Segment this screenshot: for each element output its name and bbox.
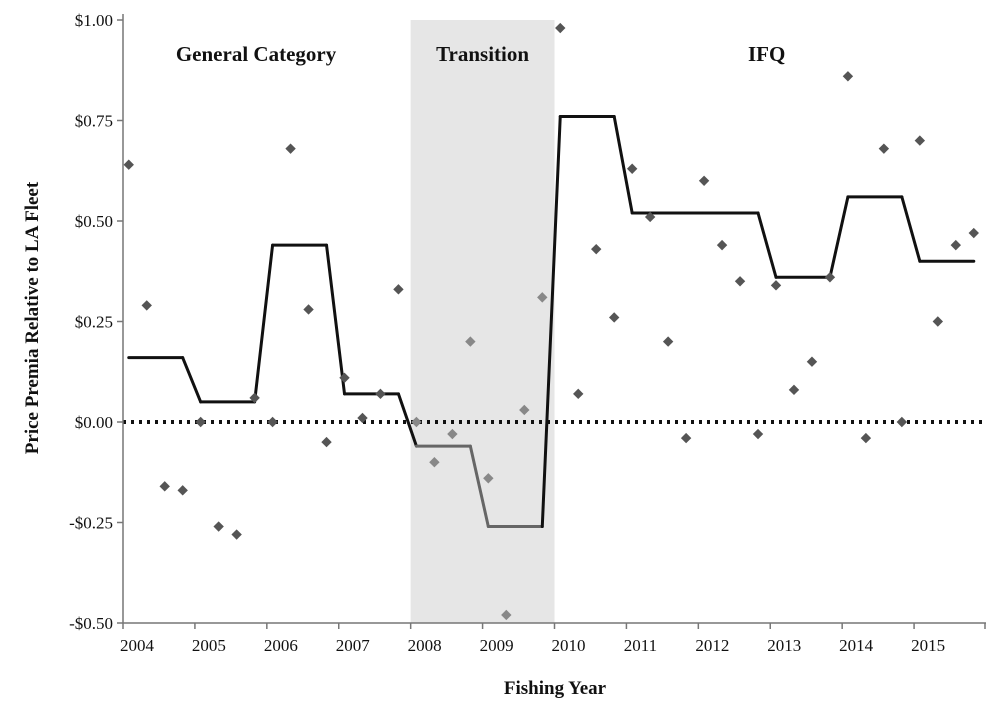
data-point-diamond (842, 71, 854, 82)
step-line-segment (396, 392, 418, 448)
data-point-diamond (375, 388, 386, 400)
data-point-diamond (195, 416, 206, 428)
y-tick-label: $0.25 (75, 313, 113, 332)
data-point-diamond (123, 159, 134, 170)
data-point-diamond (698, 175, 710, 186)
x-tick-label: 2010 (552, 636, 586, 655)
axes-layer: -$0.50 -$0.25 $0.00 $0.25 $0.50 $0.75 $1.00 200… (69, 11, 986, 655)
data-point-diamond (878, 143, 890, 154)
data-point-diamond (806, 356, 818, 367)
data-point-diamond (249, 392, 260, 404)
x-tick-label: 2006 (264, 636, 298, 655)
y-tick-label: -$0.25 (69, 514, 113, 533)
data-point-diamond (321, 436, 332, 448)
x-tick-label: 2005 (192, 636, 226, 655)
y-tick-label: $0.75 (75, 112, 113, 131)
data-point-diamond (573, 388, 584, 400)
labels-layer: General Category Transition IFQ (176, 42, 785, 66)
region-label: IFQ (748, 42, 785, 66)
data-point-diamond (357, 412, 368, 424)
y-tick-label: -$0.50 (69, 614, 113, 633)
data-point-diamond (411, 416, 422, 428)
data-point-diamond (824, 272, 836, 283)
data-point-diamond (177, 485, 188, 496)
step-line-segment (540, 114, 562, 529)
data-point-diamond (339, 372, 350, 383)
data-point-diamond (537, 292, 548, 303)
data-point-diamond (716, 239, 728, 251)
y-tick-label: $0.50 (75, 212, 113, 231)
data-point-diamond (914, 135, 926, 146)
region-label: General Category (176, 42, 337, 66)
x-tick-label: 2007 (336, 636, 371, 655)
x-tick-label: 2015 (911, 636, 945, 655)
y-axis-title: Price Premia Relative to LA Fleet (22, 181, 43, 454)
data-point-diamond (285, 143, 296, 154)
step-line-segment (900, 195, 922, 263)
x-tick-label: 2011 (624, 636, 657, 655)
step-line-segment (612, 114, 634, 215)
region-label: Transition (436, 42, 529, 66)
data-point-diamond (591, 243, 602, 255)
region-shade-transition (410, 20, 555, 623)
data-point-diamond (950, 239, 961, 251)
data-point-diamond (519, 404, 530, 416)
x-axis-title: Fishing Year (504, 678, 607, 699)
x-tick-label: 2008 (408, 636, 442, 655)
data-point-diamond (626, 163, 638, 174)
data-point-diamond (788, 384, 800, 396)
y-tick-label: $1.00 (75, 11, 113, 30)
data-point-diamond (447, 428, 458, 440)
data-point-diamond (644, 211, 656, 223)
data-point-diamond (465, 336, 476, 347)
step-line-segment (468, 444, 490, 529)
data-point-diamond (680, 432, 692, 444)
data-point-diamond (141, 300, 152, 311)
step-line-segment (325, 243, 347, 396)
step-line-segment (756, 211, 778, 279)
data-point-diamond (896, 416, 908, 428)
x-tick-label: 2009 (480, 636, 514, 655)
data-point-diamond (734, 276, 746, 287)
data-point-diamond (968, 227, 979, 239)
data-point-diamond (213, 521, 224, 532)
data-point-diamond (483, 473, 494, 484)
data-point-diamond (608, 312, 620, 323)
data-point-diamond (231, 529, 242, 540)
data-point-diamond (429, 457, 440, 468)
data-point-diamond (555, 22, 566, 34)
y-tick-label: $0.00 (75, 413, 113, 432)
data-point-diamond (860, 432, 872, 444)
data-point-diamond (159, 481, 170, 492)
data-point-diamond (267, 416, 278, 428)
data-point-diamond (501, 609, 512, 621)
data-point-diamond (932, 316, 944, 327)
step-line-segment (181, 356, 203, 404)
data-point-diamond (662, 336, 674, 347)
step-line-segment (253, 243, 275, 404)
data-point-diamond (303, 304, 314, 315)
step-line-segment (828, 195, 850, 279)
x-tick-label: 2012 (695, 636, 729, 655)
x-tick-label: 2013 (767, 636, 801, 655)
data-point-diamond (770, 280, 782, 291)
step-line-layer (127, 114, 976, 529)
data-point-diamond (752, 428, 764, 440)
regions-layer (410, 20, 555, 623)
points-layer (123, 22, 979, 621)
x-tick-label: 2004 (120, 636, 155, 655)
x-tick-label: 2014 (839, 636, 874, 655)
data-point-diamond (393, 284, 404, 295)
